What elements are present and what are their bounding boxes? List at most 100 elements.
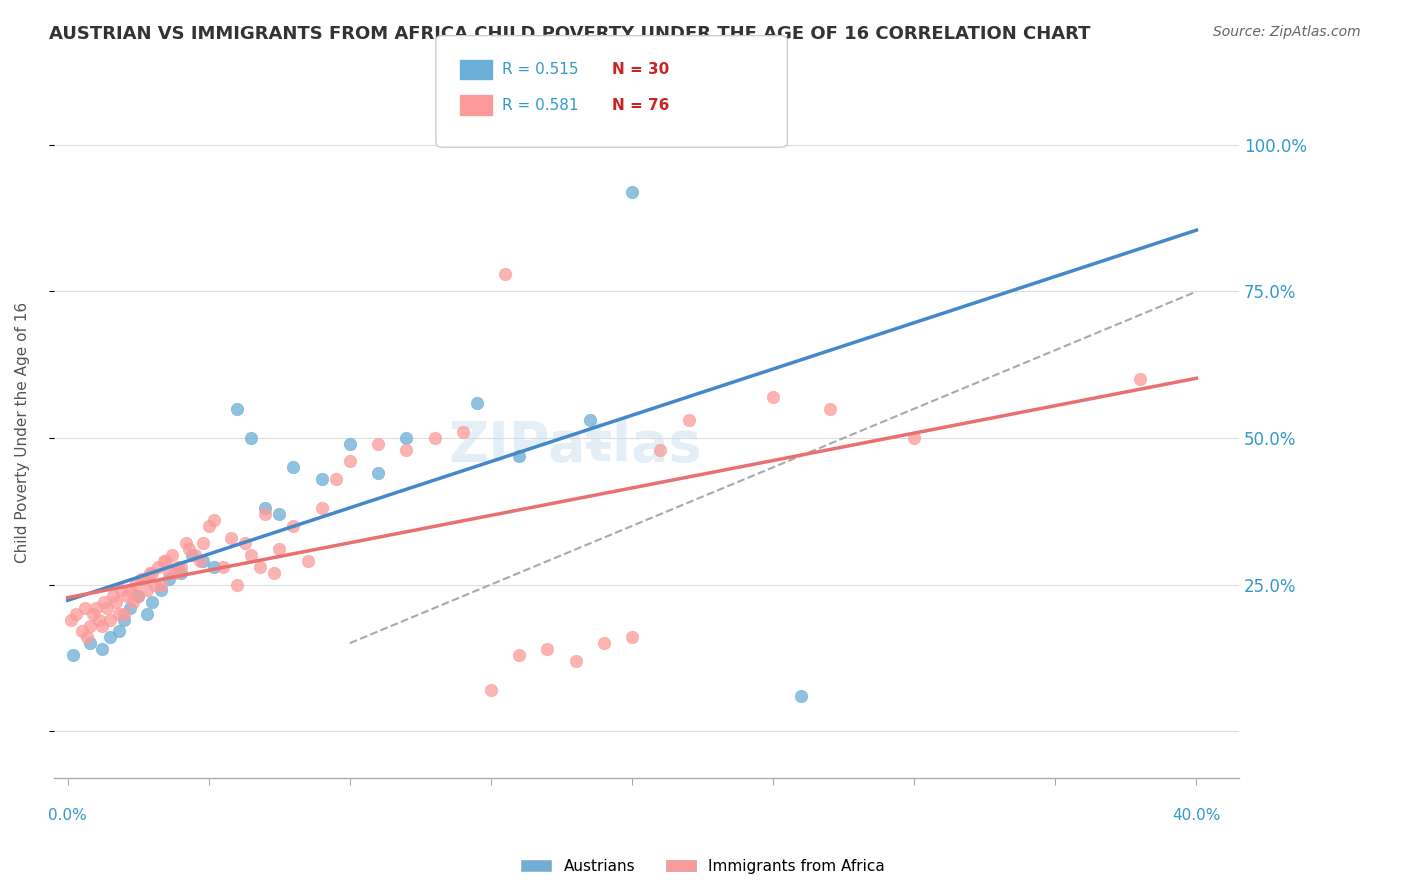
- Point: [87, 613, 110, 627]
- Point: [169, 566, 191, 580]
- Point: [90, 642, 112, 657]
- Point: [118, 583, 141, 598]
- Point: [903, 431, 925, 445]
- Point: [451, 425, 474, 439]
- Point: [818, 401, 841, 416]
- Point: [325, 472, 347, 486]
- Point: [132, 572, 155, 586]
- Legend: Austrians, Immigrants from Africa: Austrians, Immigrants from Africa: [515, 853, 891, 880]
- Point: [621, 630, 644, 644]
- Text: 0.0%: 0.0%: [48, 808, 87, 823]
- Point: [127, 589, 149, 603]
- Point: [249, 560, 271, 574]
- Point: [204, 513, 226, 527]
- Point: [395, 442, 418, 457]
- Point: [339, 437, 361, 451]
- Text: R = 0.581: R = 0.581: [502, 98, 578, 112]
- Point: [592, 636, 614, 650]
- Point: [157, 572, 180, 586]
- Point: [107, 607, 129, 621]
- Point: [93, 595, 115, 609]
- Point: [621, 185, 644, 199]
- Point: [138, 566, 160, 580]
- Point: [110, 583, 132, 598]
- Point: [107, 624, 129, 639]
- Point: [129, 572, 152, 586]
- Point: [65, 607, 87, 621]
- Point: [141, 566, 163, 580]
- Point: [235, 536, 257, 550]
- Point: [115, 589, 138, 603]
- Point: [339, 454, 361, 468]
- Point: [169, 560, 191, 574]
- Point: [177, 542, 200, 557]
- Point: [163, 566, 186, 580]
- Point: [143, 577, 166, 591]
- Point: [367, 437, 389, 451]
- Point: [174, 536, 197, 550]
- Point: [135, 583, 157, 598]
- Point: [76, 630, 98, 644]
- Point: [96, 601, 118, 615]
- Y-axis label: Child Poverty Under the Age of 16: Child Poverty Under the Age of 16: [15, 301, 30, 563]
- Text: AUSTRIAN VS IMMIGRANTS FROM AFRICA CHILD POVERTY UNDER THE AGE OF 16 CORRELATION: AUSTRIAN VS IMMIGRANTS FROM AFRICA CHILD…: [49, 25, 1091, 43]
- Point: [297, 554, 319, 568]
- Point: [240, 548, 263, 562]
- Point: [180, 548, 202, 562]
- Point: [101, 589, 124, 603]
- Point: [98, 630, 121, 644]
- Text: N = 76: N = 76: [612, 98, 669, 112]
- Point: [135, 607, 157, 621]
- Point: [90, 618, 112, 632]
- Point: [283, 460, 305, 475]
- Point: [127, 589, 149, 603]
- Point: [226, 577, 249, 591]
- Point: [395, 431, 418, 445]
- Text: 40.0%: 40.0%: [1173, 808, 1220, 823]
- Point: [155, 554, 177, 568]
- Point: [311, 472, 333, 486]
- Point: [465, 396, 488, 410]
- Text: ZIPaŧlas: ZIPaŧlas: [449, 419, 702, 473]
- Point: [254, 507, 277, 521]
- Point: [160, 548, 183, 562]
- Point: [204, 560, 226, 574]
- Point: [367, 466, 389, 480]
- Point: [79, 636, 101, 650]
- Point: [70, 624, 93, 639]
- Point: [494, 267, 516, 281]
- Point: [98, 613, 121, 627]
- Point: [124, 577, 146, 591]
- Point: [198, 519, 221, 533]
- Point: [118, 601, 141, 615]
- Point: [157, 566, 180, 580]
- Point: [678, 413, 700, 427]
- Point: [152, 554, 174, 568]
- Point: [263, 566, 285, 580]
- Point: [269, 507, 291, 521]
- Point: [84, 601, 107, 615]
- Point: [149, 577, 172, 591]
- Point: [193, 554, 215, 568]
- Point: [62, 648, 84, 662]
- Point: [508, 648, 530, 662]
- Point: [254, 501, 277, 516]
- Point: [212, 560, 235, 574]
- Point: [283, 519, 305, 533]
- Point: [183, 548, 205, 562]
- Point: [564, 654, 586, 668]
- Point: [146, 560, 169, 574]
- Point: [790, 689, 813, 703]
- Text: Source: ZipAtlas.com: Source: ZipAtlas.com: [1213, 25, 1361, 39]
- Point: [226, 401, 249, 416]
- Point: [112, 607, 135, 621]
- Point: [121, 595, 143, 609]
- Point: [82, 607, 104, 621]
- Point: [193, 536, 215, 550]
- Point: [650, 442, 672, 457]
- Point: [104, 595, 127, 609]
- Point: [73, 601, 96, 615]
- Point: [479, 683, 502, 698]
- Point: [536, 642, 558, 657]
- Point: [141, 595, 163, 609]
